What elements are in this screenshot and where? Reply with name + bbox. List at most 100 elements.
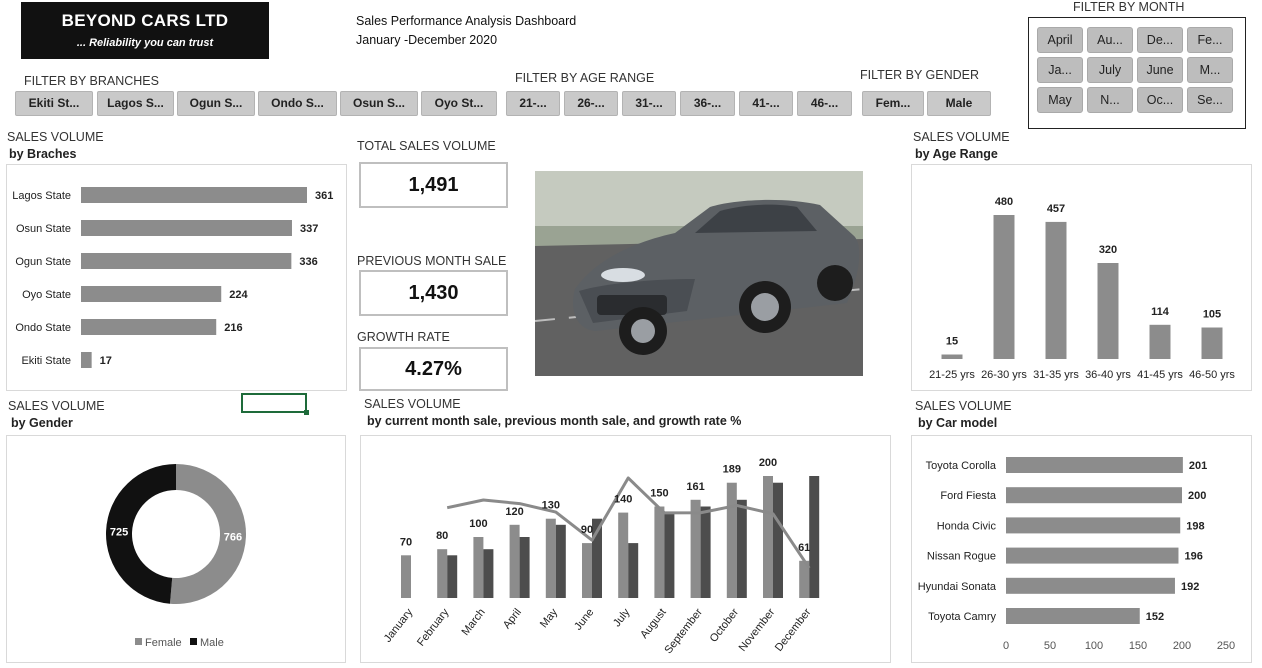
monthly-current-bar-may — [545, 518, 556, 598]
model-value-label: 192 — [1181, 581, 1199, 593]
month-filter-title: FILTER BY MONTH — [1073, 0, 1185, 14]
total-sales-label: TOTAL SALES VOLUME — [357, 139, 496, 153]
month-filter-button-6[interactable]: July — [1087, 57, 1133, 83]
month-filter-button-1[interactable]: April — [1037, 27, 1083, 53]
age-category-label: 46-50 yrs — [1189, 369, 1235, 381]
month-filter-button-10[interactable]: N... — [1087, 87, 1133, 113]
monthly-previous-bar-july — [628, 543, 639, 598]
gender-legend-swatch — [135, 638, 142, 645]
month-filter-button-8[interactable]: M... — [1187, 57, 1233, 83]
branch-filter-button-2[interactable]: Lagos S... — [97, 91, 174, 116]
branch-category-label: Ogun State — [15, 256, 71, 268]
monthly-category-label: June — [572, 606, 596, 632]
month-filter-button-12[interactable]: Se... — [1187, 87, 1233, 113]
age-bar-21-25-yrs — [941, 354, 963, 359]
monthly-value-label: 80 — [436, 530, 448, 542]
branch-filter-button-6[interactable]: Oyo St... — [421, 91, 497, 116]
monthly-category-label: August — [638, 606, 669, 640]
monthly-category-label: January — [382, 606, 416, 645]
branch-value-label: 361 — [315, 190, 333, 202]
monthly-current-bar-january — [401, 555, 411, 598]
monthly-section-title: SALES VOLUME — [364, 397, 461, 411]
gender-chart-panel: 766 725 Female Male — [6, 435, 346, 663]
age-filter-button-1[interactable]: 21-... — [506, 91, 560, 116]
monthly-section-subtitle: by current month sale, previous month sa… — [367, 414, 742, 428]
monthly-previous-bar-april — [519, 537, 530, 598]
gender-section-subtitle: by Gender — [11, 416, 73, 430]
age-category-label: 36-40 yrs — [1085, 369, 1131, 381]
age-category-label: 31-35 yrs — [1033, 369, 1079, 381]
model-category-label: Toyota Corolla — [926, 460, 997, 472]
branch-filter-button-3[interactable]: Ogun S... — [177, 91, 255, 116]
monthly-previous-bar-november — [773, 482, 783, 598]
month-filter-button-4[interactable]: Fe... — [1187, 27, 1233, 53]
model-value-label: 196 — [1184, 551, 1202, 563]
model-bar-honda-civic — [1006, 517, 1181, 534]
monthly-current-bar-august — [654, 506, 665, 598]
month-filter-button-11[interactable]: Oc... — [1137, 87, 1183, 113]
age-bar-46-50-yrs — [1201, 327, 1223, 359]
monthly-current-bar-december — [799, 560, 810, 598]
age-filter-button-4[interactable]: 36-... — [680, 91, 735, 116]
branch-category-label: Ondo State — [15, 322, 71, 334]
branch-filter-button-5[interactable]: Osun S... — [340, 91, 418, 116]
model-axis-tick-label: 150 — [1129, 640, 1147, 652]
monthly-category-label: February — [415, 606, 452, 648]
age-value-label: 105 — [1203, 309, 1221, 321]
age-section-subtitle: by Age Range — [915, 147, 998, 161]
monthly-previous-bar-february — [447, 555, 458, 598]
branch-value-label: 337 — [300, 223, 318, 235]
age-value-label: 480 — [995, 196, 1013, 208]
branch-category-label: Oyo State — [22, 289, 71, 301]
model-value-label: 201 — [1189, 460, 1207, 472]
car-photo — [535, 171, 863, 376]
age-filter-button-5[interactable]: 41-... — [739, 91, 793, 116]
model-bar-nissan-rogue — [1006, 547, 1179, 564]
model-category-label: Ford Fiesta — [940, 490, 997, 502]
gender-legend-label: Male — [200, 637, 224, 649]
growth-rate-line — [446, 476, 811, 569]
monthly-current-bar-november — [763, 476, 773, 598]
branches-bar-chart: Lagos State 361 Osun State 337 Ogun State 336… — [12, 187, 333, 368]
age-filter-button-2[interactable]: 26-... — [564, 91, 618, 116]
age-filter-button-6[interactable]: 46-... — [797, 91, 852, 116]
monthly-category-label: March — [459, 606, 487, 637]
model-bar-ford-fiesta — [1006, 487, 1182, 504]
growth-rate-value: 4.27% — [359, 347, 508, 391]
model-bar-toyota-corolla — [1006, 457, 1183, 473]
branch-bar-ogun-state — [81, 253, 292, 269]
branch-filter-button-4[interactable]: Ondo S... — [258, 91, 337, 116]
branch-bar-ondo-state — [81, 319, 217, 335]
month-filter-button-9[interactable]: May — [1037, 87, 1083, 113]
monthly-previous-bar-september — [700, 506, 711, 598]
monthly-current-bar-february — [437, 549, 448, 598]
selected-cell[interactable] — [241, 393, 309, 415]
model-bar-chart: Toyota Corolla 201 Ford Fiesta 200 Honda Civ… — [918, 457, 1235, 652]
gender-filter-button-1[interactable]: Fem... — [862, 91, 924, 116]
branch-category-label: Osun State — [16, 223, 71, 235]
age-bar-41-45-yrs — [1149, 324, 1171, 359]
model-category-label: Toyota Camry — [928, 611, 996, 623]
model-axis-tick-label: 200 — [1173, 640, 1191, 652]
branch-bar-osun-state — [81, 220, 292, 236]
month-filter-button-3[interactable]: De... — [1137, 27, 1183, 53]
gender-value-label: 766 — [224, 531, 242, 543]
age-filter-button-3[interactable]: 31-... — [622, 91, 676, 116]
branch-value-label: 216 — [224, 322, 242, 334]
monthly-value-label: 120 — [505, 506, 523, 518]
model-axis-tick-label: 100 — [1085, 640, 1103, 652]
month-filter-button-2[interactable]: Au... — [1087, 27, 1133, 53]
branch-value-label: 17 — [100, 355, 112, 367]
month-filter-button-7[interactable]: June — [1137, 57, 1183, 83]
monthly-value-label: 200 — [759, 457, 777, 469]
model-category-label: Hyundai Sonata — [918, 581, 997, 593]
month-filter-button-5[interactable]: Ja... — [1037, 57, 1083, 83]
company-logo: BEYOND CARS LTD ... Reliability you can … — [21, 2, 269, 59]
model-axis-tick-label: 50 — [1044, 640, 1056, 652]
gender-filter-button-2[interactable]: Male — [927, 91, 991, 116]
branch-filter-button-1[interactable]: Ekiti St... — [15, 91, 93, 116]
gender-legend-label: Female — [145, 637, 182, 649]
monthly-current-bar-june — [582, 543, 592, 598]
monthly-previous-bar-august — [664, 512, 675, 598]
monthly-value-label: 61 — [798, 542, 810, 554]
